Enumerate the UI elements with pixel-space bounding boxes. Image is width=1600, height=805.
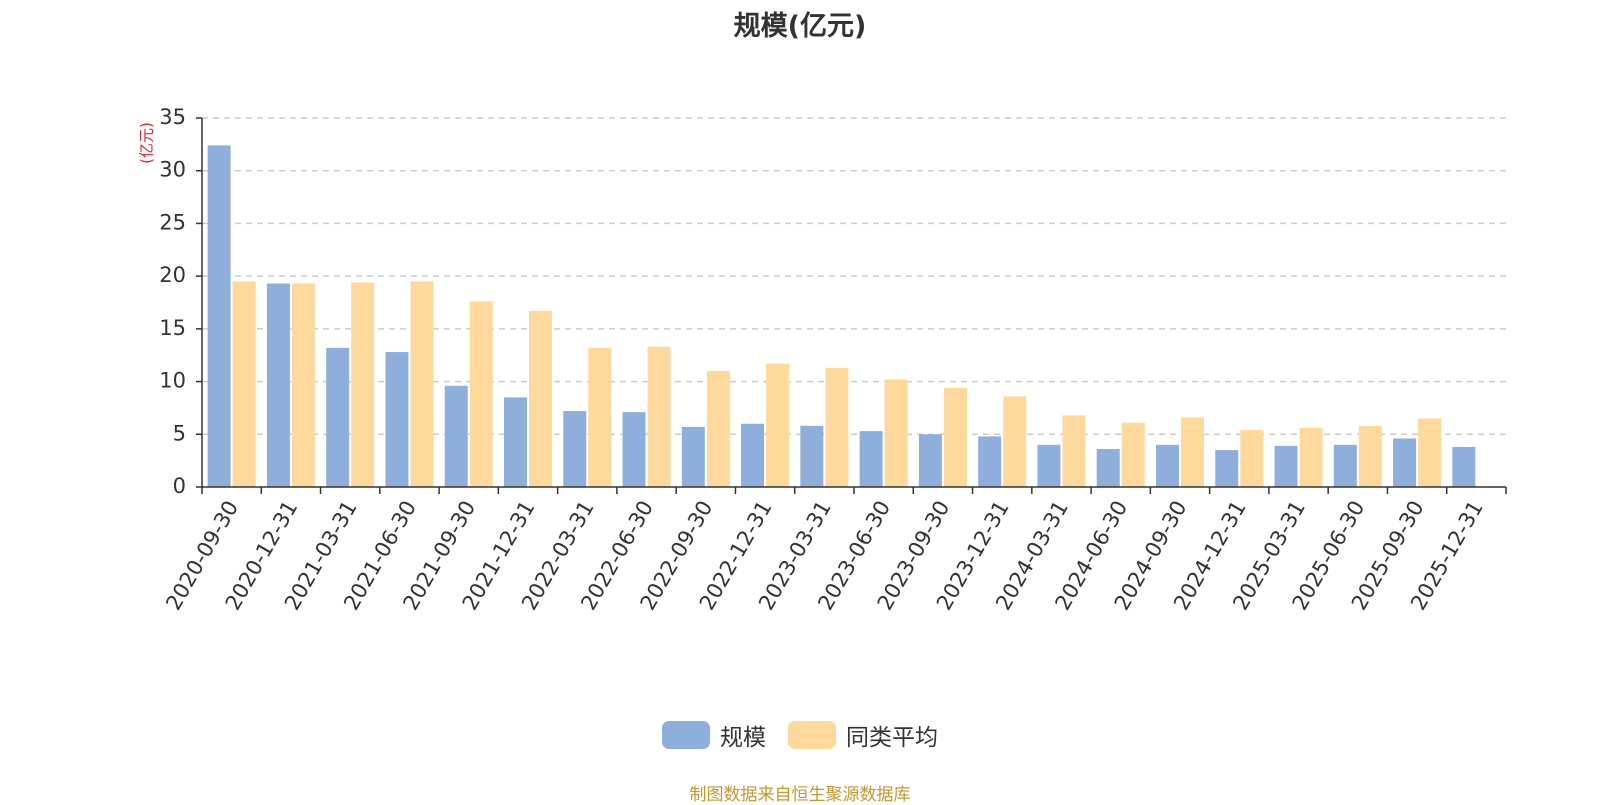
bar-scale[interactable]: [978, 436, 1002, 487]
bar-category-average[interactable]: [706, 371, 730, 487]
bar-scale[interactable]: [266, 283, 290, 487]
bar-scale[interactable]: [622, 412, 646, 487]
bar-scale[interactable]: [800, 425, 824, 487]
bar-scale[interactable]: [1096, 449, 1120, 487]
bar-scale[interactable]: [385, 352, 409, 487]
y-tick-label: 5: [173, 421, 186, 445]
bar-scale[interactable]: [918, 434, 942, 487]
bar-scale[interactable]: [563, 411, 587, 487]
bar-category-average[interactable]: [825, 367, 849, 487]
x-tick-labels: 2020-09-302020-12-312021-03-312021-06-30…: [161, 497, 1488, 615]
bar-scale[interactable]: [681, 426, 705, 487]
bar-scale[interactable]: [1215, 450, 1239, 487]
bar-scale[interactable]: [1452, 446, 1476, 487]
bar-category-average[interactable]: [1003, 396, 1027, 487]
bar-chart: 0 5 10 15 20 25 30 35 2020-09-302020-12-312021-…: [138, 105, 1507, 615]
bar-category-average[interactable]: [1240, 430, 1264, 487]
legend-swatch-scale: [662, 721, 710, 749]
bar-scale[interactable]: [859, 431, 883, 487]
bar-scale[interactable]: [207, 145, 231, 487]
y-axis-unit-label: (亿元): [138, 122, 156, 164]
legend-item-category-average[interactable]: 同类平均: [788, 718, 938, 752]
chart-title: 规模(亿元): [733, 11, 867, 42]
bar-category-average[interactable]: [469, 301, 493, 487]
bar-scale[interactable]: [444, 385, 468, 487]
bar-scale[interactable]: [326, 347, 350, 487]
bar-scale[interactable]: [741, 423, 765, 487]
bar-category-average[interactable]: [1299, 427, 1323, 487]
bars: [207, 145, 1476, 487]
bar-scale[interactable]: [1156, 444, 1179, 487]
y-tick-label: 30: [159, 158, 186, 182]
y-tick-label: 10: [159, 369, 186, 393]
y-tick-label: 0: [173, 474, 186, 498]
y-tick-label: 35: [159, 105, 186, 129]
bar-category-average[interactable]: [1062, 415, 1086, 487]
bar-category-average[interactable]: [943, 387, 967, 487]
y-tick-label: 15: [159, 316, 186, 340]
bar-category-average[interactable]: [1358, 425, 1382, 487]
source-note: 制图数据来自恒生聚源数据库: [689, 785, 911, 805]
bar-category-average[interactable]: [588, 347, 612, 487]
bar-scale[interactable]: [1393, 438, 1417, 487]
legend-swatch-category-average: [788, 721, 836, 749]
bar-category-average[interactable]: [1418, 418, 1442, 487]
axes: [196, 117, 1507, 494]
bar-category-average[interactable]: [351, 282, 375, 487]
legend: 规模 同类平均: [0, 718, 1600, 752]
y-tick-labels: 0 5 10 15 20 25 30 35: [159, 105, 186, 498]
bar-category-average[interactable]: [647, 346, 671, 487]
bar-category-average[interactable]: [529, 310, 552, 487]
bar-scale[interactable]: [504, 397, 527, 487]
bar-category-average[interactable]: [291, 283, 315, 487]
legend-label-category-average: 同类平均: [846, 725, 938, 751]
bar-category-average[interactable]: [410, 281, 434, 487]
bar-category-average[interactable]: [884, 379, 908, 487]
bar-category-average[interactable]: [1181, 417, 1204, 487]
bar-scale[interactable]: [1037, 444, 1061, 487]
bar-category-average[interactable]: [766, 363, 790, 487]
y-tick-label: 25: [159, 210, 186, 234]
bar-category-average[interactable]: [1121, 422, 1145, 487]
legend-item-scale[interactable]: 规模: [662, 718, 766, 752]
bar-scale[interactable]: [1274, 445, 1298, 487]
y-tick-label: 20: [159, 263, 186, 287]
bar-scale[interactable]: [1333, 444, 1357, 487]
legend-label-scale: 规模: [720, 725, 766, 751]
grid-lines: [202, 117, 1506, 436]
bar-category-average[interactable]: [232, 281, 256, 487]
